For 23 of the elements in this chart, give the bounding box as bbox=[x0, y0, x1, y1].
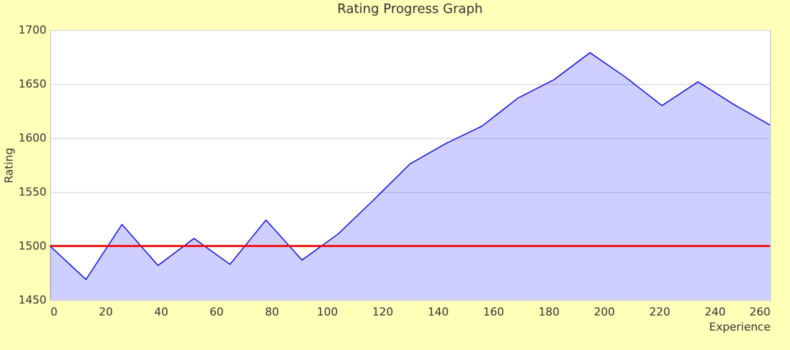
x-tick-label: 180 bbox=[538, 306, 560, 318]
y-tick-label: 1550 bbox=[18, 186, 46, 198]
x-tick-label: 140 bbox=[428, 306, 449, 318]
x-axis-title: Experience bbox=[709, 320, 771, 334]
x-tick-label: 40 bbox=[154, 306, 168, 318]
x-tick-label: 120 bbox=[372, 306, 394, 318]
y-tick-label: 1650 bbox=[18, 78, 46, 90]
y-axis-title: Rating bbox=[2, 148, 16, 184]
x-tick-label: 80 bbox=[265, 306, 280, 318]
x-tick-label: 260 bbox=[750, 306, 770, 318]
y-tick-label: 1600 bbox=[18, 132, 46, 144]
x-tick-label: 220 bbox=[649, 306, 670, 318]
x-tick-label: 60 bbox=[210, 306, 224, 318]
y-tick-label: 1700 bbox=[18, 24, 46, 36]
x-tick-label: 0 bbox=[50, 306, 58, 318]
y-tick-label: 1500 bbox=[18, 240, 46, 252]
chart-title: Rating Progress Graph bbox=[337, 2, 483, 17]
x-tick-label: 20 bbox=[98, 306, 113, 318]
x-tick-label: 240 bbox=[704, 306, 726, 318]
x-tick-label: 160 bbox=[483, 306, 504, 318]
x-tick-label: 100 bbox=[316, 306, 338, 318]
x-tick-label: 200 bbox=[594, 306, 615, 318]
y-tick-label: 1450 bbox=[18, 294, 46, 306]
